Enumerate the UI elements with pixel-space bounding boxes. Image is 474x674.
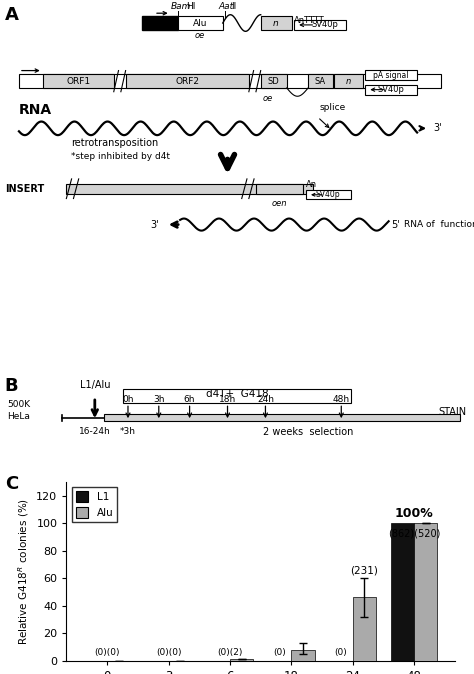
Text: SA: SA [315,77,326,86]
Text: 16-24h: 16-24h [79,427,110,436]
Bar [230,659,253,661]
Text: pA signal: pA signal [374,71,409,80]
Text: SD: SD [268,77,280,86]
Bar [353,597,376,661]
Text: SV40p: SV40p [311,20,338,30]
Text: C: C [5,475,18,493]
FancyBboxPatch shape [123,389,351,403]
Text: II: II [231,1,237,11]
Bar [142,16,178,30]
Legend: L1, Alu: L1, Alu [72,487,118,522]
Text: oe: oe [195,31,205,40]
Text: An: An [306,181,317,189]
Bar [104,415,460,421]
Text: Bam: Bam [171,1,191,11]
Text: n: n [273,18,279,28]
Text: 48h: 48h [333,395,350,404]
Text: 0h: 0h [122,395,134,404]
Text: RNA of  functional neo: RNA of functional neo [404,220,474,229]
Bar [43,74,114,88]
Text: HeLa: HeLa [7,412,30,421]
Text: ORF2: ORF2 [175,77,199,86]
Text: oe: oe [263,94,273,103]
Bar [414,523,438,661]
Text: B: B [5,377,18,395]
Text: 24h: 24h [257,395,274,404]
Bar [391,523,414,661]
Text: d4T+  G418: d4T+ G418 [206,389,268,399]
Bar [261,16,292,30]
Text: A: A [5,5,18,24]
Text: L1/Alu: L1/Alu [80,379,110,390]
Text: (0)(0): (0)(0) [95,648,120,657]
Bar [178,16,223,30]
Text: ORF1: ORF1 [66,77,90,86]
Bar [365,70,417,80]
Y-axis label: Relative G418$^R$ colonies (%): Relative G418$^R$ colonies (%) [16,497,31,645]
Text: 3': 3' [150,220,159,230]
Text: INSERT: INSERT [5,184,44,193]
Text: 18h: 18h [219,395,236,404]
Bar [308,74,333,88]
Text: 5': 5' [391,220,400,230]
Text: 2 weeks  selection: 2 weeks selection [263,427,353,437]
Text: SV40p: SV40p [316,190,340,200]
Text: *step inhibited by d4t: *step inhibited by d4t [71,152,170,160]
Text: 3h: 3h [153,395,164,404]
Text: (0): (0) [335,648,347,657]
Text: (0)(0): (0)(0) [156,648,182,657]
Text: oen: oen [272,199,287,208]
Bar [19,74,441,88]
Bar [334,74,363,88]
Bar [292,650,315,661]
Text: RNA: RNA [19,103,52,117]
Bar [365,84,417,95]
Bar [66,184,313,193]
Bar [256,184,303,193]
Text: AnTTTT: AnTTTT [294,16,325,24]
Text: (862)(520): (862)(520) [388,528,440,539]
Text: (0): (0) [273,648,286,657]
Text: Aat: Aat [218,1,233,11]
Text: splice: splice [320,104,346,113]
Text: Alu: Alu [193,18,207,28]
Text: SV40p: SV40p [378,85,404,94]
Text: (231): (231) [350,565,378,576]
Text: retrotransposition: retrotransposition [71,137,158,148]
Text: HI: HI [186,1,196,11]
Bar [126,74,249,88]
Text: (0)(2): (0)(2) [218,648,243,657]
Text: 6h: 6h [184,395,195,404]
Bar [306,190,351,200]
Text: 100%: 100% [395,508,433,520]
Text: 500K: 500K [7,400,30,409]
Text: n: n [346,77,351,86]
Bar [294,20,346,30]
Bar [261,74,287,88]
Text: 3': 3' [434,123,442,133]
Text: STAIN: STAIN [439,406,467,417]
Text: *3h: *3h [120,427,136,436]
